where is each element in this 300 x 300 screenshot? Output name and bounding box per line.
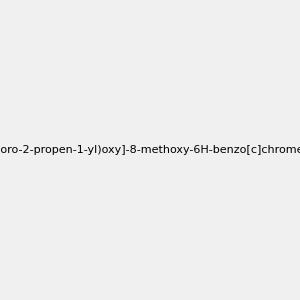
Text: 3-[(2-chloro-2-propen-1-yl)oxy]-8-methoxy-6H-benzo[c]chromen-6-one: 3-[(2-chloro-2-propen-1-yl)oxy]-8-methox… — [0, 145, 300, 155]
